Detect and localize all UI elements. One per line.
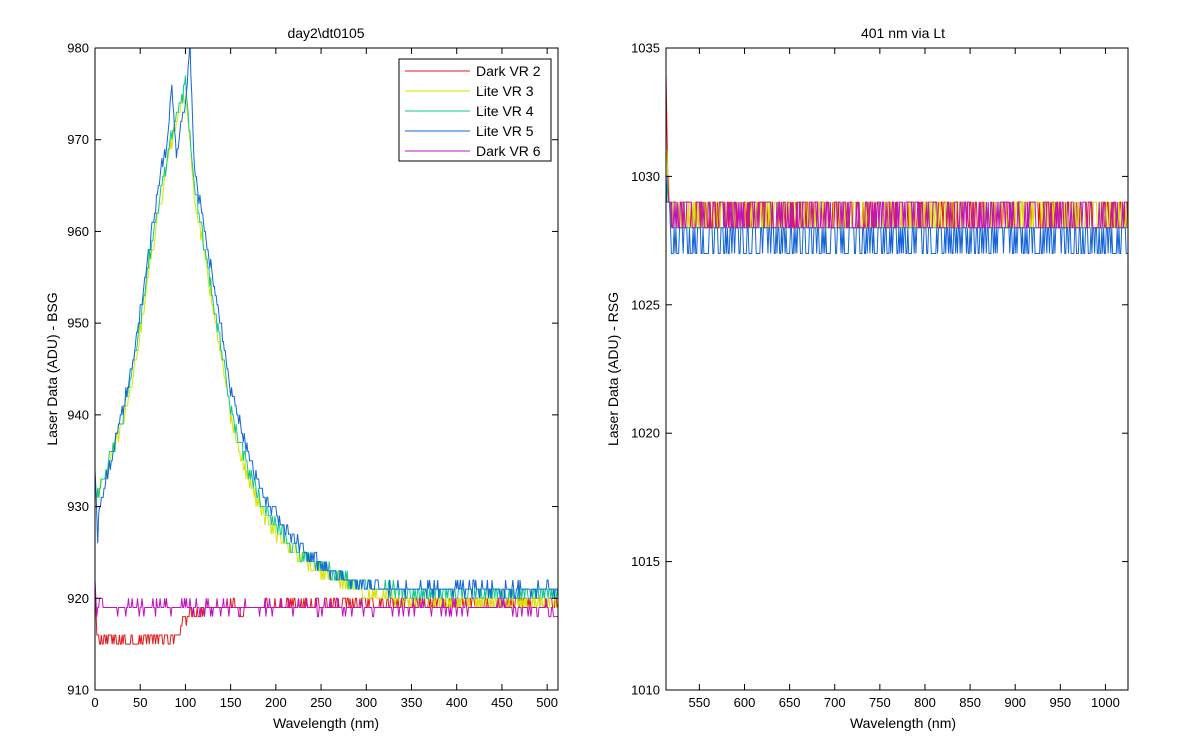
chart-left-x-axis-label: Wavelength (nm): [273, 715, 379, 731]
series-line-series-4: [666, 176, 1128, 254]
x-tick-label: 750: [869, 695, 891, 710]
x-tick-label: 300: [355, 695, 377, 710]
chart-right-x-axis-label: Wavelength (nm): [850, 715, 956, 731]
chart-right-y-axis-label: Laser Data (ADU) - RSG: [605, 292, 621, 446]
x-tick-label: 800: [914, 695, 936, 710]
x-tick-label: 250: [310, 695, 332, 710]
x-tick-label: 900: [1004, 695, 1026, 710]
chart-left-y-axis-label: Laser Data (ADU) - BSG: [44, 292, 60, 445]
series-line-lite-vr-4: [95, 75, 558, 599]
y-tick-label: 910: [67, 683, 89, 698]
chart-left-lines: [95, 48, 558, 645]
x-tick-label: 550: [689, 695, 711, 710]
x-tick-label: 500: [536, 695, 558, 710]
y-tick-label: 940: [67, 407, 89, 422]
y-tick-label: 930: [67, 499, 89, 514]
chart-left-legend: Dark VR 2 Lite VR 3 Lite VR 4 Lite VR 5 Dark…: [398, 58, 552, 162]
y-tick-label: 920: [67, 591, 89, 606]
y-tick-label: 1010: [631, 683, 660, 698]
x-tick-label: 650: [779, 695, 801, 710]
y-tick-label: 1020: [631, 426, 660, 441]
legend-label: Lite VR 4: [476, 103, 534, 119]
x-tick-label: 850: [959, 695, 981, 710]
legend-label: Lite VR 3: [476, 83, 534, 99]
x-tick-label: 400: [446, 695, 468, 710]
legend-box: [398, 58, 552, 162]
x-tick-label: 450: [491, 695, 513, 710]
chart-right: 401 nm via Lt 550 600 650 700 750 800 850 900 95…: [605, 25, 1129, 731]
y-tick-label: 1025: [631, 297, 660, 312]
series-line-series-5: [666, 175, 1128, 229]
x-tick-label: 150: [220, 695, 242, 710]
x-tick-label: 200: [265, 695, 287, 710]
x-tick-label: 350: [401, 695, 423, 710]
chart-left-ticks: 0 50 100 150 200 250 300 350 400 450 500 910 920 930 9…: [67, 41, 558, 710]
y-tick-label: 970: [67, 132, 89, 147]
chart-right-frame: [665, 47, 1129, 691]
chart-left-frame: [94, 47, 559, 691]
y-tick-label: 960: [67, 224, 89, 239]
series-line-dark-vr-6: [95, 579, 558, 618]
y-tick-label: 1015: [631, 554, 660, 569]
y-tick-label: 1030: [631, 169, 660, 184]
chart-right-lines: [666, 73, 1128, 254]
legend-label: Lite VR 5: [476, 123, 534, 139]
chart-left-title: day2\dt0105: [287, 25, 364, 41]
chart-left: day2\dt0105 0 50 100 150 200 250 300 350 400 450 5…: [44, 25, 559, 731]
x-tick-label: 950: [1049, 695, 1071, 710]
series-line-lite-vr-5: [95, 48, 558, 599]
legend-label: Dark VR 6: [476, 143, 541, 159]
legend-label: Dark VR 2: [476, 63, 541, 79]
x-tick-label: 0: [91, 695, 98, 710]
x-tick-label: 700: [824, 695, 846, 710]
x-tick-label: 50: [133, 695, 147, 710]
x-tick-label: 100: [175, 695, 197, 710]
y-tick-label: 1035: [631, 41, 660, 56]
chart-right-title: 401 nm via Lt: [861, 25, 945, 41]
x-tick-label: 1000: [1091, 695, 1120, 710]
y-tick-label: 980: [67, 41, 89, 56]
x-tick-label: 600: [734, 695, 756, 710]
chart-right-plot-area: [666, 48, 1128, 690]
chart-right-ticks: 550 600 650 700 750 800 850 900 950 1000 1010 1015 1…: [631, 41, 1128, 710]
y-tick-label: 950: [67, 316, 89, 331]
